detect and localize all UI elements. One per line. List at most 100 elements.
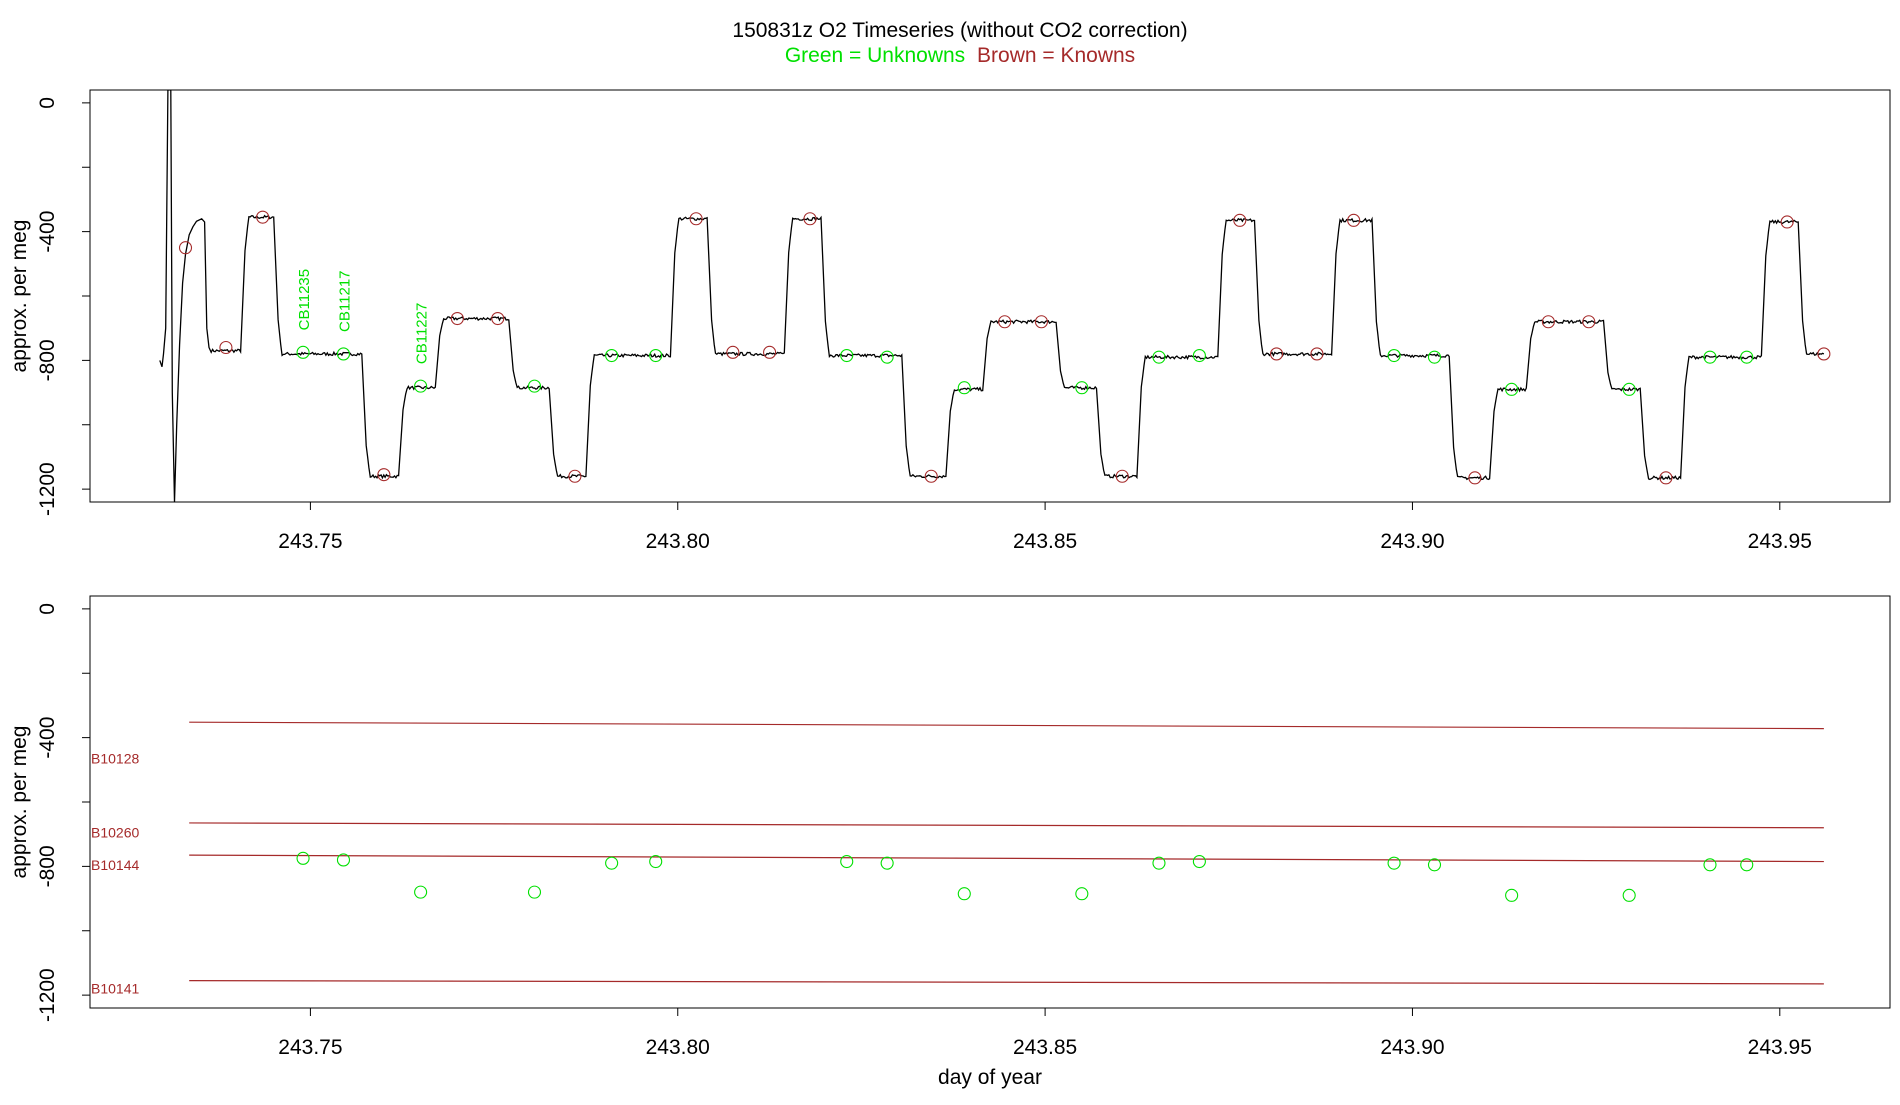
- known-point: [1582, 315, 1596, 329]
- unknown-point: [1505, 888, 1519, 902]
- reference-line-label: B10128: [91, 751, 139, 767]
- unknown-point: [1427, 350, 1442, 364]
- unknown-point: [649, 854, 663, 869]
- known-point: [1034, 315, 1048, 329]
- reference-line-B10128: [189, 721, 1824, 730]
- y-tick-label: -800: [36, 845, 59, 887]
- o2-trace-line: [159, 90, 1825, 502]
- y-tick-label: -400: [36, 717, 59, 759]
- unknown-point: [957, 381, 971, 395]
- reference-line-B10260: [189, 822, 1824, 829]
- known-point: [1233, 213, 1247, 227]
- plot-frame: [89, 595, 1891, 1009]
- unknown-point: [336, 347, 351, 361]
- unknown-point: [840, 348, 854, 363]
- y-tick-label: -400: [36, 211, 59, 253]
- plot-area: B10128 B10260 B10144 B10141: [91, 721, 1824, 997]
- y-axis-label: approx. per meg: [8, 726, 31, 879]
- known-point: [726, 345, 740, 359]
- y-tick-label: -1200: [36, 462, 59, 516]
- known-point: [1115, 469, 1129, 483]
- legend-unknowns: Green = Unknowns: [785, 44, 965, 67]
- known-point: [256, 210, 270, 224]
- x-tick-label: 243.75: [278, 1036, 342, 1059]
- unknown-point: [414, 885, 428, 899]
- known-point: [1780, 215, 1794, 229]
- unknown-point: [336, 853, 351, 867]
- unknown-point: [1152, 856, 1166, 870]
- unknown-point: [880, 350, 894, 364]
- known-point: [1541, 315, 1555, 329]
- known-point: [998, 315, 1012, 329]
- known-point: [450, 311, 464, 326]
- sample-annotation: CB11235: [296, 269, 313, 330]
- x-tick-label: 243.85: [1013, 530, 1077, 553]
- reference-line-label: B10141: [91, 981, 139, 997]
- unknown-point: [1192, 348, 1206, 363]
- known-point: [491, 311, 505, 326]
- known-point: [1347, 213, 1361, 227]
- y-tick-label: 0: [36, 97, 59, 109]
- y-axis-label: approx. per meg: [8, 220, 31, 373]
- x-tick-label: 243.95: [1748, 530, 1812, 553]
- unknown-point: [1075, 381, 1089, 395]
- known-point: [219, 340, 233, 355]
- unknown-point: [296, 851, 310, 865]
- known-point: [1659, 471, 1673, 485]
- x-tick-label: 243.90: [1380, 530, 1444, 553]
- sample-annotation: CB11217: [336, 271, 353, 332]
- unknown-point: [1387, 856, 1401, 870]
- reference-line-label: B10260: [91, 825, 139, 841]
- y-tick-label: -1200: [36, 968, 59, 1022]
- unknown-point: [605, 856, 619, 870]
- plot-frame: [89, 89, 1891, 503]
- unknown-point: [527, 379, 542, 393]
- known-point: [1310, 347, 1324, 361]
- x-tick-label: 243.85: [1013, 1036, 1077, 1059]
- unknown-point: [1427, 858, 1442, 872]
- known-point: [1269, 347, 1284, 361]
- x-axis-label: day of year: [938, 1066, 1042, 1089]
- top-panel: 243.75 243.80 243.85 243.90 243.95 0 -400 -800 -…: [8, 89, 1891, 553]
- known-point: [689, 212, 703, 226]
- unknown-point: [1387, 348, 1401, 363]
- unknown-point: [880, 856, 894, 870]
- bottom-panel: 243.75 243.80 243.85 243.90 243.95 0 -400 -800 -…: [8, 595, 1891, 1089]
- plot-area: CB11235 CB11217 CB11227: [159, 90, 1831, 502]
- unknown-point: [527, 885, 542, 899]
- x-tick-label: 243.95: [1748, 1036, 1812, 1059]
- unknown-point: [957, 887, 971, 901]
- known-point: [377, 468, 391, 482]
- known-point: [1817, 347, 1831, 361]
- unknown-point: [840, 854, 854, 869]
- unknown-point: [1505, 382, 1519, 396]
- unknown-point: [1740, 350, 1754, 364]
- known-point: [1468, 471, 1482, 485]
- sample-annotation: CB11227: [414, 303, 431, 364]
- known-point: [803, 212, 817, 226]
- x-tick-label: 243.90: [1380, 1036, 1444, 1059]
- y-tick-label: 0: [36, 603, 59, 615]
- x-tick-label: 243.80: [646, 1036, 710, 1059]
- reference-line-B10141: [189, 980, 1824, 985]
- known-point: [924, 469, 938, 483]
- known-point: [763, 345, 777, 359]
- legend-knowns: Brown = Knowns: [977, 44, 1135, 67]
- y-tick-label: -800: [36, 339, 59, 381]
- known-point: [568, 469, 582, 483]
- x-tick-label: 243.75: [278, 530, 342, 553]
- unknown-point: [1622, 888, 1636, 902]
- unknown-point: [605, 348, 619, 363]
- unknown-point: [1703, 350, 1717, 364]
- unknown-point: [1075, 887, 1089, 901]
- legend-text: Green = Unknowns Brown = Knowns: [785, 44, 1135, 67]
- unknown-point: [1703, 858, 1717, 872]
- chart-title: 150831z O2 Timeseries (without CO2 corre…: [732, 19, 1187, 42]
- unknown-point: [1192, 854, 1206, 869]
- unknown-point: [649, 348, 663, 363]
- x-tick-label: 243.80: [646, 530, 710, 553]
- unknown-point: [1622, 382, 1636, 396]
- unknown-point: [296, 345, 310, 359]
